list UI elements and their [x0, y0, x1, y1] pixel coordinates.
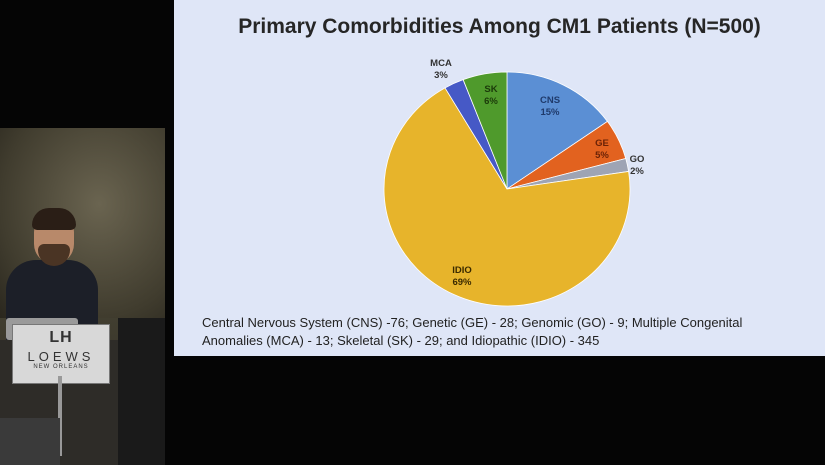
pie-value-cns: 15% — [540, 107, 560, 118]
av-equipment — [118, 318, 165, 465]
pie-value-sk: 6% — [484, 96, 498, 107]
camera-tripod — [58, 376, 62, 456]
caption-line-1: Central Nervous System (CNS) -76; Geneti… — [202, 315, 743, 330]
pie-value-go: 2% — [630, 166, 644, 177]
slide-title: Primary Comorbidities Among CM1 Patients… — [238, 15, 761, 38]
table-edge — [0, 418, 60, 465]
caption-line-2: Anomalies (MCA) - 13; Skeletal (SK) - 29… — [202, 333, 600, 348]
presenter-video-panel: LH LOEWS NEW ORLEANS — [0, 128, 165, 465]
pie-label-sk: SK — [484, 84, 497, 95]
pie-slice-sk — [462, 71, 508, 190]
presentation-slide: Primary Comorbidities Among CM1 Patients… — [174, 0, 825, 356]
pie-label-mca: MCA — [430, 58, 452, 69]
pie-label-idio: IDIO — [452, 265, 472, 276]
pie-label-cns: CNS — [540, 95, 560, 106]
pie-slice-idio — [383, 87, 631, 307]
podium-sign-logo: LH LOEWS NEW ORLEANS — [12, 324, 110, 384]
pie-value-mca: 3% — [434, 70, 448, 81]
pie-value-ge: 5% — [595, 150, 609, 161]
pie-label-go: GO — [630, 154, 645, 165]
podium-logo-mark: LH — [49, 329, 73, 346]
pie-value-idio: 69% — [452, 277, 472, 288]
pie-label-ge: GE — [595, 138, 609, 149]
presenter-hair — [32, 208, 76, 230]
slide-caption: Central Nervous System (CNS) -76; Geneti… — [202, 314, 817, 350]
podium-logo-text: LOEWS — [27, 349, 95, 364]
podium-logo-sub: NEW ORLEANS — [33, 364, 89, 370]
presenter-beard — [38, 244, 70, 266]
pie-slice-cns — [506, 71, 608, 190]
